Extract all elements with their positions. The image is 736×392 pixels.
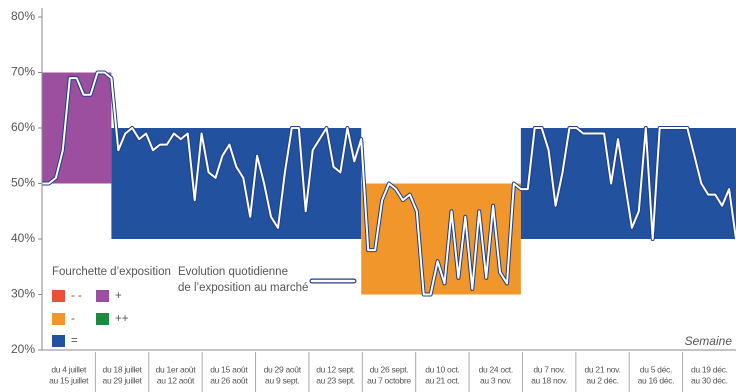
legend-swatch [52,335,65,347]
x-tick-label: au 15 juillet [49,375,89,385]
x-tick-label: du 24 oct. [479,364,513,374]
y-tick-label: 80% [11,9,35,23]
x-tick-label: du 26 sept. [370,364,409,374]
x-tick-label: du 5 déc. [640,364,672,374]
x-tick-label: au 21 oct. [425,375,459,385]
legend-swatch [96,290,109,302]
y-tick-label: 70% [11,65,35,79]
x-tick-label: au 18 nov. [531,375,567,385]
x-tick-label: au 12 août [157,375,195,385]
legend-swatch [96,313,109,325]
x-tick-label: au 30 déc. [691,375,728,385]
exposure-band [42,72,112,184]
y-tick-label: 60% [11,120,35,134]
legend-label: - [71,313,75,325]
x-tick-label: du 29 août [264,364,302,374]
legend-label: Evolution quotidienne [178,266,288,278]
x-tick-label: au 29 juillet [103,375,143,385]
legend-label: + [115,290,122,302]
x-tick-label: au 3 nov. [480,375,512,385]
y-tick-label: 40% [11,231,35,245]
x-tick-label: du 21 nov. [584,364,620,374]
y-tick-label: 30% [11,287,35,301]
legend-title: Fourchette d’exposition [52,266,171,278]
x-tick-label: au 23 sept. [316,375,355,385]
x-tick-label: du 4 juillet [51,364,87,374]
x-tick-label: au 16 déc. [638,375,675,385]
x-tick-label: du 10 oct. [425,364,459,374]
x-axis-label: Semaine [685,334,733,348]
legend-label: de l’exposition au marché [178,282,308,294]
x-tick-label: du 18 juillet [103,364,143,374]
x-tick-label: du 15 août [210,364,248,374]
y-tick-label: 50% [11,176,35,190]
x-tick-label: du 12 sept. [316,364,355,374]
x-tick-label: du 7 nov. [533,364,565,374]
legend-swatch [52,313,65,325]
x-tick-label: du 19 déc. [691,364,728,374]
line [42,71,736,296]
x-tick-label: du 1er août [156,364,197,374]
legend-swatch [52,290,65,302]
legend-label: - - [71,290,82,302]
x-tick-label: au 7 octobre [367,375,411,385]
x-tick-label: au 9 sept. [265,375,299,385]
legend-label: ++ [115,313,129,325]
legend-label: = [71,335,78,347]
x-tick-label: au 2 déc. [586,375,618,385]
x-tick-label: au 26 août [210,375,248,385]
y-tick-label: 20% [11,342,35,356]
